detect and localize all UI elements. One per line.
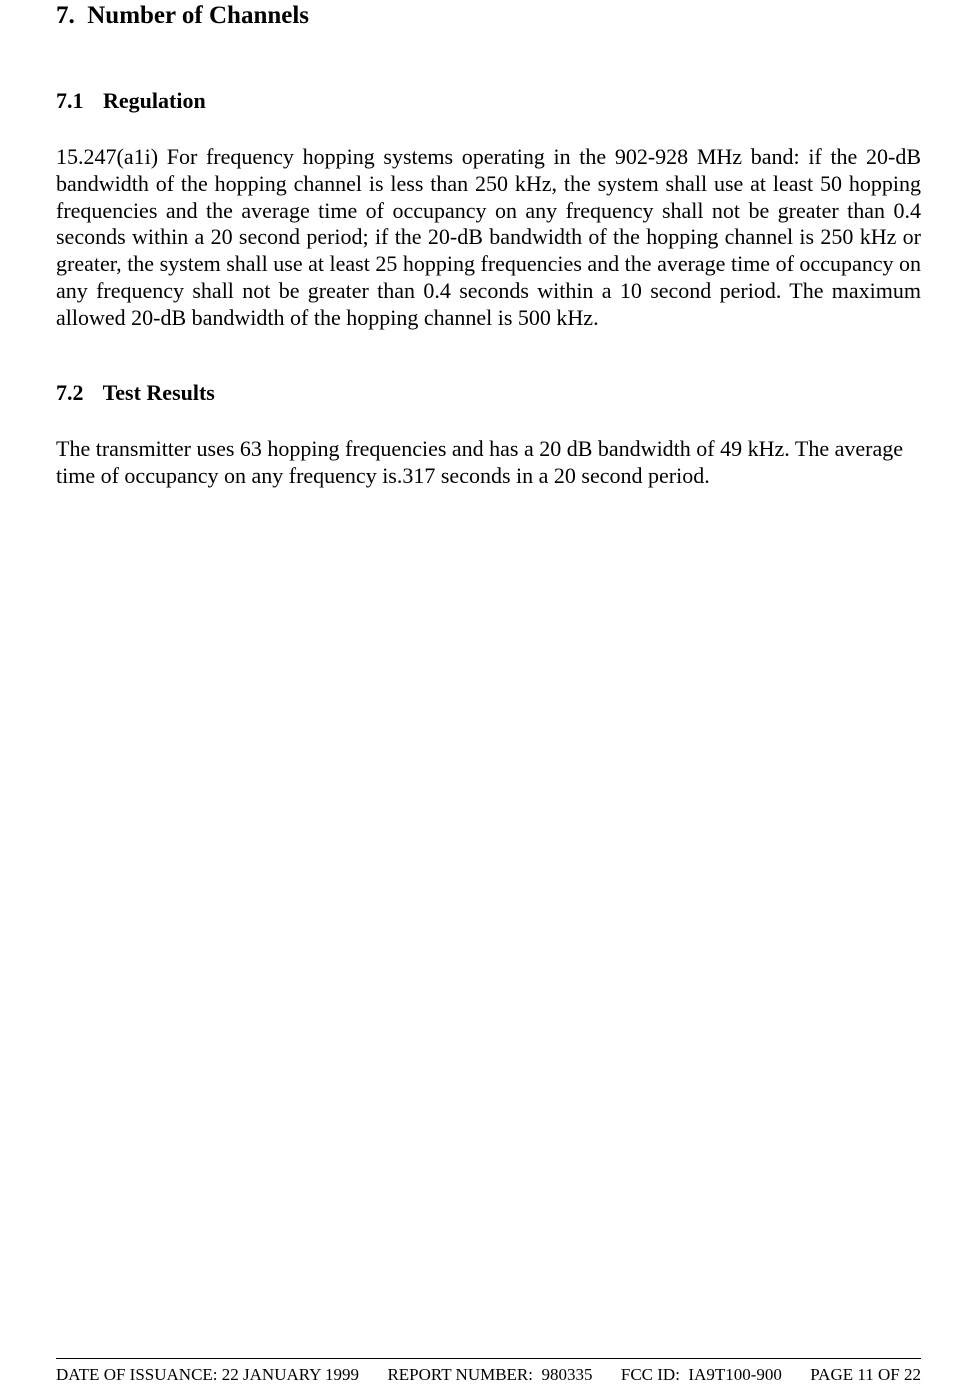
footer-issuance: DATE OF ISSUANCE: 22 JANUARY 1999 xyxy=(56,1365,359,1385)
subsection-7-1-heading: 7.1 Regulation xyxy=(56,88,921,114)
footer-fcc-value: IA9T100-900 xyxy=(688,1365,781,1384)
footer-report: REPORT NUMBER: 980335 xyxy=(387,1365,592,1385)
section-title: Number of Channels xyxy=(87,2,309,29)
regulation-paragraph: 15.247(a1i) For frequency hopping system… xyxy=(56,144,921,332)
subsection-number: 7.2 xyxy=(56,380,84,406)
test-results-paragraph: The transmitter uses 63 hopping frequenc… xyxy=(56,436,921,490)
section-heading: 7. Number of Channels xyxy=(56,2,921,30)
footer-report-value: 980335 xyxy=(542,1365,593,1384)
footer-report-label: REPORT NUMBER: xyxy=(387,1365,533,1384)
section-number: 7. xyxy=(56,2,75,29)
subsection-7-2-heading: 7.2 Test Results xyxy=(56,380,921,406)
footer-fcc-label: FCC ID: xyxy=(621,1365,680,1384)
footer-page: PAGE 11 OF 22 xyxy=(810,1365,921,1385)
subsection-title: Test Results xyxy=(103,380,215,405)
footer-issuance-label: DATE OF ISSUANCE: xyxy=(56,1365,218,1384)
subsection-number: 7.1 xyxy=(56,88,84,114)
footer-issuance-value: 22 JANUARY 1999 xyxy=(222,1365,359,1384)
page-footer: DATE OF ISSUANCE: 22 JANUARY 1999 REPORT… xyxy=(56,1358,921,1385)
subsection-title: Regulation xyxy=(103,88,206,113)
footer-fcc: FCC ID: IA9T100-900 xyxy=(621,1365,782,1385)
